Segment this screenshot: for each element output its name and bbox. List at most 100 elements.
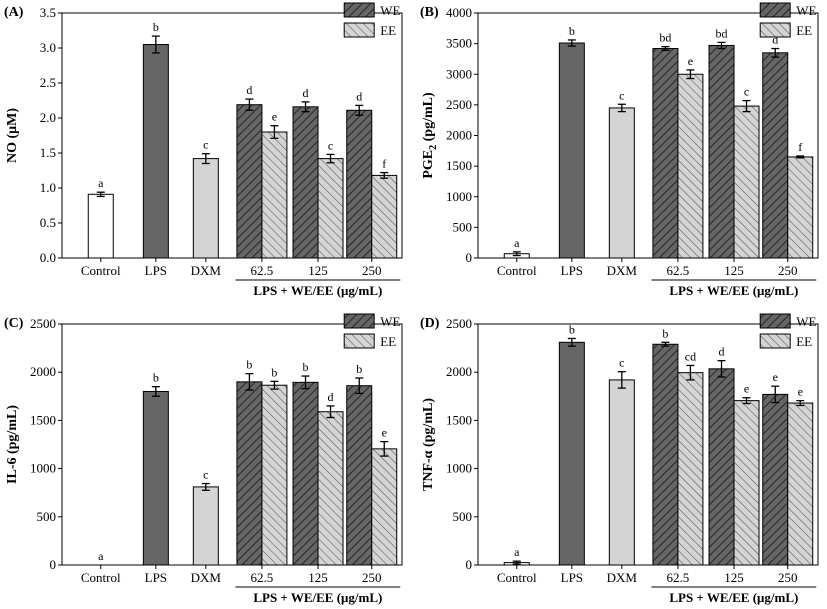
x-tick-label: 125 bbox=[308, 263, 328, 278]
bar-ee-1 bbox=[733, 105, 760, 259]
y-axis-title-unit: (pg/mL) bbox=[421, 92, 436, 145]
panel-a: 0.0 0.5 1.0 1.5 2.0 2.5 3.0 3.5 Control LPS DXM 62.… bbox=[4, 2, 403, 298]
y-tick-label: 3500 bbox=[446, 36, 472, 51]
y-tick-label: 500 bbox=[37, 509, 57, 524]
x-tick-label: 62.5 bbox=[667, 570, 690, 585]
bar-ee-0 bbox=[261, 131, 288, 259]
significance-letter: d bbox=[356, 89, 362, 103]
significance-letter: e bbox=[744, 382, 749, 396]
x-tick-label: DXM bbox=[191, 570, 222, 585]
bar-we-0 bbox=[236, 381, 263, 566]
y-tick-label: 2.5 bbox=[40, 75, 56, 90]
significance-letter: a bbox=[98, 176, 104, 190]
y-tick-label: 2000 bbox=[446, 364, 472, 379]
significance-letter: d bbox=[328, 390, 334, 404]
y-tick-label: 3000 bbox=[446, 66, 472, 81]
bar-ee-1 bbox=[317, 411, 344, 566]
significance-letter: c bbox=[619, 88, 624, 102]
bar-lps bbox=[558, 42, 585, 259]
bar-ee-2 bbox=[787, 402, 814, 566]
y-tick-label: 0 bbox=[50, 557, 57, 572]
bar-ee-2 bbox=[371, 174, 398, 259]
legend-swatch-we bbox=[759, 2, 791, 18]
bar-dxm bbox=[608, 379, 635, 566]
legend-swatch-ee bbox=[759, 333, 791, 349]
bar-we-1 bbox=[708, 44, 735, 259]
significance-letter: c bbox=[744, 85, 749, 99]
significance-letter: a bbox=[98, 549, 104, 563]
legend-label-ee: EE bbox=[380, 334, 396, 349]
legend-swatch-we bbox=[343, 2, 375, 18]
significance-letter: a bbox=[514, 545, 520, 559]
significance-letter: d bbox=[772, 33, 778, 47]
bar-we-0 bbox=[652, 48, 679, 259]
y-tick-label: 2500 bbox=[30, 316, 56, 331]
bar-dxm bbox=[192, 486, 219, 566]
y-tick-label: 3.0 bbox=[40, 40, 56, 55]
x-tick-label: LPS bbox=[145, 570, 167, 585]
x-tick-label: Control bbox=[497, 570, 537, 585]
significance-letter: b bbox=[271, 365, 277, 379]
significance-letter: b bbox=[153, 20, 159, 34]
y-tick-label: 2500 bbox=[446, 97, 472, 112]
x-tick-label: Control bbox=[81, 263, 121, 278]
significance-letter: bd bbox=[716, 26, 728, 40]
plot-frame bbox=[61, 12, 403, 259]
y-axis-title-sub: 2 bbox=[428, 145, 439, 150]
y-tick-label: 4000 bbox=[446, 5, 472, 20]
bar-ee-1 bbox=[317, 158, 344, 259]
y-axis-title: TNF-α (pg/mL) bbox=[421, 398, 436, 491]
y-tick-label: 1500 bbox=[446, 412, 472, 427]
significance-letter: b bbox=[662, 326, 668, 340]
x-tick-label: LPS bbox=[561, 263, 583, 278]
x-tick-label: 125 bbox=[724, 570, 744, 585]
y-tick-label: 0 bbox=[466, 557, 473, 572]
x-tick-label: DXM bbox=[191, 263, 222, 278]
y-axis-title: NO (μM) bbox=[5, 108, 20, 163]
x-tick-label: LPS bbox=[145, 263, 167, 278]
y-axis-title-main: TNF-α (pg/mL) bbox=[421, 398, 436, 491]
y-tick-label: 1500 bbox=[30, 412, 56, 427]
bar-we-2 bbox=[762, 52, 789, 259]
legend-label-we: WE bbox=[796, 314, 816, 329]
y-tick-label: 0 bbox=[466, 250, 473, 265]
bar-dxm bbox=[192, 158, 219, 259]
y-axis-title: IL-6 (pg/mL) bbox=[5, 405, 20, 484]
bar-we-1 bbox=[708, 368, 735, 566]
x-tick-label: DXM bbox=[607, 263, 638, 278]
panel-label: (C) bbox=[4, 316, 24, 331]
bar-we-0 bbox=[652, 343, 679, 566]
legend-swatch-we bbox=[343, 313, 375, 329]
x-tick-label: 125 bbox=[308, 570, 328, 585]
y-axis-title: PGE2 (pg/mL) bbox=[421, 92, 439, 179]
legend-label-ee: EE bbox=[380, 23, 396, 38]
bar-ee-1 bbox=[733, 400, 760, 566]
bar-we-2 bbox=[346, 385, 373, 566]
y-axis-title-main: NO (μM) bbox=[5, 108, 20, 163]
legend-label-ee: EE bbox=[796, 23, 812, 38]
y-tick-label: 0.5 bbox=[40, 215, 56, 230]
bar-we-2 bbox=[346, 109, 373, 259]
x-tick-label: 250 bbox=[778, 263, 798, 278]
bar-lps bbox=[558, 341, 585, 566]
significance-letter: cd bbox=[685, 349, 696, 363]
y-tick-label: 1000 bbox=[30, 461, 56, 476]
bar-we-1 bbox=[292, 106, 319, 259]
significance-letter: e bbox=[272, 110, 277, 124]
x-tick-label: 62.5 bbox=[667, 263, 690, 278]
bar-ee-0 bbox=[261, 384, 288, 566]
significance-letter: a bbox=[514, 236, 520, 250]
panel-label: (A) bbox=[4, 5, 24, 20]
x-tick-label: 62.5 bbox=[251, 263, 274, 278]
bar-lps bbox=[142, 44, 169, 259]
y-tick-label: 1.0 bbox=[40, 180, 56, 195]
significance-letter: c bbox=[328, 138, 333, 152]
group-axis-title: LPS + WE/EE (μg/mL) bbox=[669, 283, 798, 298]
y-axis-title-main: IL-6 (pg/mL) bbox=[5, 405, 20, 484]
significance-letter: b bbox=[153, 371, 159, 385]
y-tick-label: 500 bbox=[453, 509, 473, 524]
bar-lps bbox=[142, 390, 169, 566]
significance-letter: c bbox=[619, 356, 624, 370]
bar-dxm bbox=[608, 107, 635, 259]
panel-d: 0 500 1000 1500 2000 2500 Control LPS DXM 62.5 125… bbox=[420, 313, 819, 605]
